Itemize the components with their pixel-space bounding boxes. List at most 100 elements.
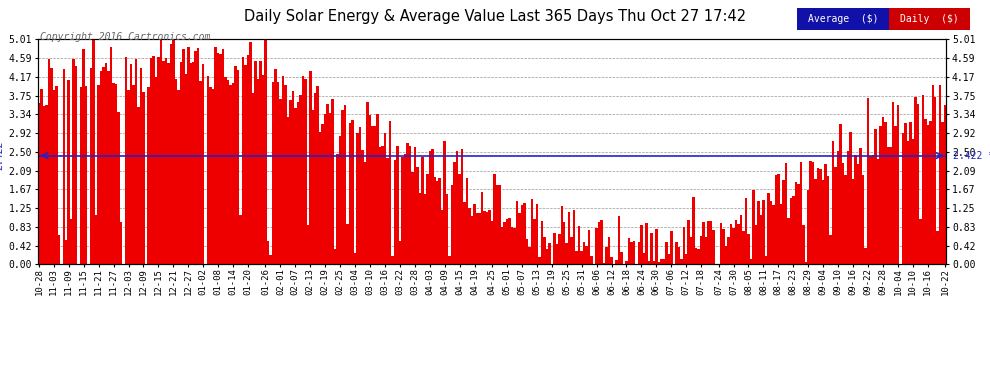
Bar [762,200,764,264]
Bar [643,253,645,264]
Bar [825,165,827,264]
Bar [327,104,329,264]
Bar [874,129,877,264]
Bar [832,141,835,264]
Bar [319,132,322,264]
Bar [174,79,177,264]
Bar [431,149,434,264]
Bar [177,90,179,264]
Bar [894,126,897,264]
Bar [854,155,856,264]
Bar [830,236,832,264]
Bar [785,163,787,264]
Bar [713,230,715,264]
Bar [317,86,319,264]
Bar [887,147,889,264]
Bar [573,210,575,264]
Bar [179,62,182,264]
Bar [539,257,541,264]
Bar [274,69,276,264]
Bar [747,234,749,264]
Bar [558,234,560,264]
Bar [396,146,399,264]
Bar [471,216,473,264]
Bar [528,247,531,264]
Bar [705,237,708,264]
Bar [337,154,339,264]
Text: 2.422: 2.422 [0,141,4,170]
Bar [159,39,162,264]
Bar [488,210,491,264]
Bar [52,90,55,264]
Bar [140,68,143,264]
Bar [590,256,593,264]
Bar [815,179,817,264]
Bar [404,154,406,264]
Bar [212,89,215,264]
Bar [162,61,164,264]
Bar [429,151,431,264]
Bar [610,257,613,264]
Bar [41,89,43,264]
Bar [356,133,358,264]
Bar [912,139,914,264]
Bar [235,66,237,264]
Bar [526,239,528,264]
Bar [598,222,600,264]
Bar [508,218,511,264]
Bar [733,228,735,264]
Bar [844,176,846,264]
Bar [128,90,130,264]
Text: Daily  ($): Daily ($) [900,14,959,24]
Bar [112,83,115,264]
Bar [302,76,304,264]
Bar [872,155,874,264]
Bar [389,121,391,264]
Bar [575,251,578,264]
Bar [187,47,189,264]
Bar [215,46,217,264]
Bar [555,244,558,264]
Bar [348,123,351,264]
Bar [406,143,409,264]
Bar [473,204,476,264]
Bar [687,220,690,264]
Bar [304,79,307,264]
Bar [481,192,483,264]
Bar [879,126,882,264]
Bar [491,221,493,264]
Bar [266,241,269,264]
Bar [207,76,210,264]
Bar [133,85,135,264]
Bar [416,167,419,264]
Bar [62,69,65,264]
Bar [660,259,662,264]
Bar [937,231,939,264]
Bar [125,57,128,264]
Bar [869,156,872,264]
Bar [102,68,105,264]
Bar [662,259,665,264]
Bar [697,249,700,264]
Bar [105,63,107,264]
Bar [46,105,48,264]
Bar [749,259,752,264]
Bar [513,228,516,264]
Bar [259,61,261,264]
Text: Average  ($): Average ($) [808,14,878,24]
Bar [444,141,446,264]
Bar [650,233,652,264]
Bar [767,193,769,264]
Bar [189,63,192,264]
Bar [805,262,807,264]
Bar [917,104,919,264]
Bar [110,46,112,264]
Bar [271,82,274,264]
Bar [511,227,513,264]
Bar [570,237,573,264]
Bar [75,66,77,264]
Bar [909,122,912,264]
Bar [70,219,72,264]
Bar [822,180,825,264]
Bar [409,146,411,264]
